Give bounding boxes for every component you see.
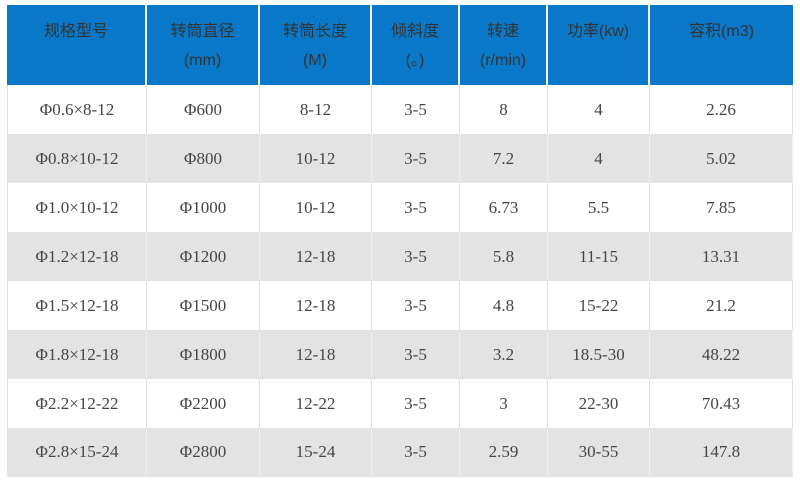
table-cell: 6.73	[460, 183, 548, 232]
table-cell: Φ1.0×10-12	[7, 183, 147, 232]
table-cell: Φ1.2×12-18	[7, 232, 147, 281]
table-cell: 4	[548, 134, 650, 183]
table-cell: 7.85	[650, 183, 793, 232]
table-cell: Φ1800	[147, 330, 260, 379]
table-cell: Φ800	[147, 134, 260, 183]
column-header: 转筒长度 (M)	[260, 5, 372, 85]
table-cell: 10-12	[260, 134, 372, 183]
table-cell: 12-18	[260, 330, 372, 379]
table-row: Φ1.0×10-12 Φ1000 10-12 3-5 6.73 5.5 7.85	[7, 183, 793, 232]
column-header-line1: 转筒直径	[170, 23, 235, 40]
column-header: 容积(m3)	[650, 5, 793, 85]
table-row: Φ0.8×10-12 Φ800 10-12 3-5 7.2 4 5.02	[7, 134, 793, 183]
table-row: Φ2.8×15-24 Φ2800 15-24 3-5 2.59 30-55 147.8	[7, 428, 793, 477]
table-header-row: 规格型号 转筒直径 (mm) 转筒长度 (M) 倾斜度 (。) 转速 (r/min) 功率(kw)…	[7, 5, 793, 85]
table-cell: Φ0.8×10-12	[7, 134, 147, 183]
column-header-line2: (。)	[405, 52, 425, 69]
table-cell: 7.2	[460, 134, 548, 183]
table-cell: 5.5	[548, 183, 650, 232]
table-row: Φ1.8×12-18 Φ1800 12-18 3-5 3.2 18.5-30 48.22	[7, 330, 793, 379]
table-cell: Φ2200	[147, 379, 260, 428]
table-cell: 3	[460, 379, 548, 428]
table-cell: 4	[548, 85, 650, 134]
table-cell: 12-18	[260, 232, 372, 281]
table-cell: 2.59	[460, 428, 548, 477]
table-cell: 3-5	[372, 134, 460, 183]
column-header-line1: 倾斜度	[390, 23, 439, 40]
column-header: 规格型号	[7, 5, 147, 85]
table-cell: 12-18	[260, 281, 372, 330]
table-cell: Φ1200	[147, 232, 260, 281]
table-cell: 22-30	[548, 379, 650, 428]
table-cell: 3-5	[372, 428, 460, 477]
table-cell: Φ600	[147, 85, 260, 134]
table-body: Φ0.6×8-12 Φ600 8-12 3-5 8 4 2.26 Φ0.8×10-12 Φ800…	[7, 85, 793, 477]
column-header-line1: 转速	[486, 23, 519, 40]
table-cell: 2.26	[650, 85, 793, 134]
column-header: 倾斜度 (。)	[372, 5, 460, 85]
table-cell: Φ2.2×12-22	[7, 379, 147, 428]
table-cell: 8-12	[260, 85, 372, 134]
table-cell: 4.8	[460, 281, 548, 330]
spec-table: 规格型号 转筒直径 (mm) 转筒长度 (M) 倾斜度 (。) 转速 (r/min) 功率(kw)…	[7, 5, 793, 477]
table-cell: 3.2	[460, 330, 548, 379]
table-cell: 147.8	[650, 428, 793, 477]
table-cell: Φ2800	[147, 428, 260, 477]
column-header: 转速 (r/min)	[460, 5, 548, 85]
column-header-line1: 转筒长度	[282, 23, 347, 40]
column-header: 转筒直径 (mm)	[147, 5, 260, 85]
table-cell: 10-12	[260, 183, 372, 232]
table-cell: 3-5	[372, 281, 460, 330]
table-cell: Φ0.6×8-12	[7, 85, 147, 134]
table-cell: 48.22	[650, 330, 793, 379]
table-cell: 15-22	[548, 281, 650, 330]
table-cell: 3-5	[372, 232, 460, 281]
column-header: 功率(kw)	[548, 5, 650, 85]
column-header-line1: 容积(m3)	[689, 23, 754, 40]
table-cell: 70.43	[650, 379, 793, 428]
table-row: Φ0.6×8-12 Φ600 8-12 3-5 8 4 2.26	[7, 85, 793, 134]
table-cell: Φ1.8×12-18	[7, 330, 147, 379]
table-cell: 21.2	[650, 281, 793, 330]
table-cell: Φ1.5×12-18	[7, 281, 147, 330]
column-header-line2: (M)	[303, 52, 327, 69]
table-header: 规格型号 转筒直径 (mm) 转筒长度 (M) 倾斜度 (。) 转速 (r/min) 功率(kw)…	[7, 5, 793, 85]
table-cell: 18.5-30	[548, 330, 650, 379]
table-cell: 5.02	[650, 134, 793, 183]
table-cell: 12-22	[260, 379, 372, 428]
table-cell: 3-5	[372, 379, 460, 428]
table-cell: Φ1000	[147, 183, 260, 232]
table-cell: 30-55	[548, 428, 650, 477]
table-cell: 3-5	[372, 85, 460, 134]
table-row: Φ1.5×12-18 Φ1500 12-18 3-5 4.8 15-22 21.2	[7, 281, 793, 330]
table-cell: 8	[460, 85, 548, 134]
table-cell: Φ1500	[147, 281, 260, 330]
table-cell: 5.8	[460, 232, 548, 281]
column-header-line2: (mm)	[183, 52, 222, 69]
table-cell: 13.31	[650, 232, 793, 281]
table-cell: 15-24	[260, 428, 372, 477]
table-cell: 3-5	[372, 183, 460, 232]
table-row: Φ1.2×12-18 Φ1200 12-18 3-5 5.8 11-15 13.31	[7, 232, 793, 281]
table-cell: Φ2.8×15-24	[7, 428, 147, 477]
column-header-line1: 功率(kw)	[566, 23, 630, 40]
table-cell: 3-5	[372, 330, 460, 379]
column-header-line2: (r/min)	[479, 52, 527, 69]
column-header-line1: 规格型号	[43, 23, 108, 40]
table-row: Φ2.2×12-22 Φ2200 12-22 3-5 3 22-30 70.43	[7, 379, 793, 428]
table-cell: 11-15	[548, 232, 650, 281]
